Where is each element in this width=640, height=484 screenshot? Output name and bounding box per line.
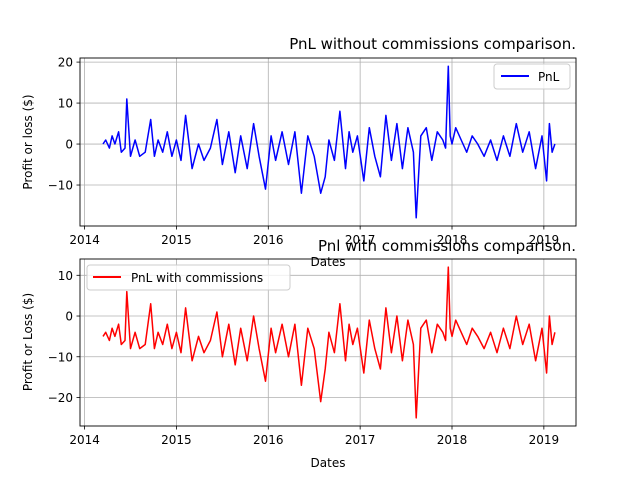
- y-tick-label: 10: [58, 97, 73, 111]
- x-tick-label: 2014: [69, 433, 100, 447]
- x-tick-label: 2018: [437, 433, 468, 447]
- panel-bottom: 2014 2015 2016 2017 2018 2019 −20 −10 0 10 Pnl wi…: [21, 237, 577, 470]
- y-axis-label-bottom: Profit or Loss ($): [21, 293, 35, 391]
- ticks-bottom: 2014 2015 2016 2017 2018 2019 −20 −10 0 10: [48, 269, 559, 447]
- panel-top: 2014 2015 2016 2017 2018 2019 −10 0 10 20 PnL wit…: [21, 35, 577, 269]
- series-lines-bottom: [102, 266, 556, 419]
- x-tick-label: 2019: [529, 433, 560, 447]
- y-tick-label: −10: [48, 179, 73, 193]
- x-axis-label-top: Dates: [311, 255, 346, 269]
- series-line: [102, 266, 556, 419]
- axes-frame-top: [79, 57, 577, 227]
- y-tick-label: 10: [58, 269, 73, 283]
- y-tick-label: −10: [48, 350, 73, 364]
- y-tick-label: 0: [65, 138, 73, 152]
- x-tick-label: 2014: [69, 233, 100, 247]
- y-tick-label: −20: [48, 391, 73, 405]
- y-axis-label-top: Profit or loss ($): [21, 94, 35, 189]
- series-lines-top: [102, 65, 556, 219]
- x-tick-label: 2018: [437, 233, 468, 247]
- legend-label-pnl: PnL: [538, 70, 560, 84]
- legend-label-pnl-with-commissions: PnL with commissions: [131, 271, 263, 285]
- legend-box-top: [493, 63, 571, 90]
- x-tick-label: 2017: [345, 433, 376, 447]
- legend-box-bottom: [86, 264, 291, 291]
- chart-title-top: PnL without commissions comparison.: [289, 35, 576, 53]
- x-tick-label: 2016: [253, 233, 284, 247]
- y-tick-label: 0: [65, 310, 73, 324]
- axes-frame-bottom: [79, 258, 577, 427]
- legend-top: PnL: [493, 63, 571, 90]
- y-tick-label: 20: [58, 56, 73, 70]
- x-tick-label: 2019: [529, 233, 560, 247]
- x-tick-label: 2015: [161, 433, 192, 447]
- legend-bottom: PnL with commissions: [86, 264, 291, 291]
- series-line: [102, 65, 556, 219]
- ticks-top: 2014 2015 2016 2017 2018 2019 −10 0 10 20: [48, 56, 559, 247]
- x-axis-label-bottom: Dates: [311, 456, 346, 470]
- chart-title-bottom: Pnl with commissions comparison.: [318, 237, 576, 255]
- x-tick-label: 2016: [253, 433, 284, 447]
- x-tick-label: 2015: [161, 233, 192, 247]
- x-tick-label: 2017: [345, 233, 376, 247]
